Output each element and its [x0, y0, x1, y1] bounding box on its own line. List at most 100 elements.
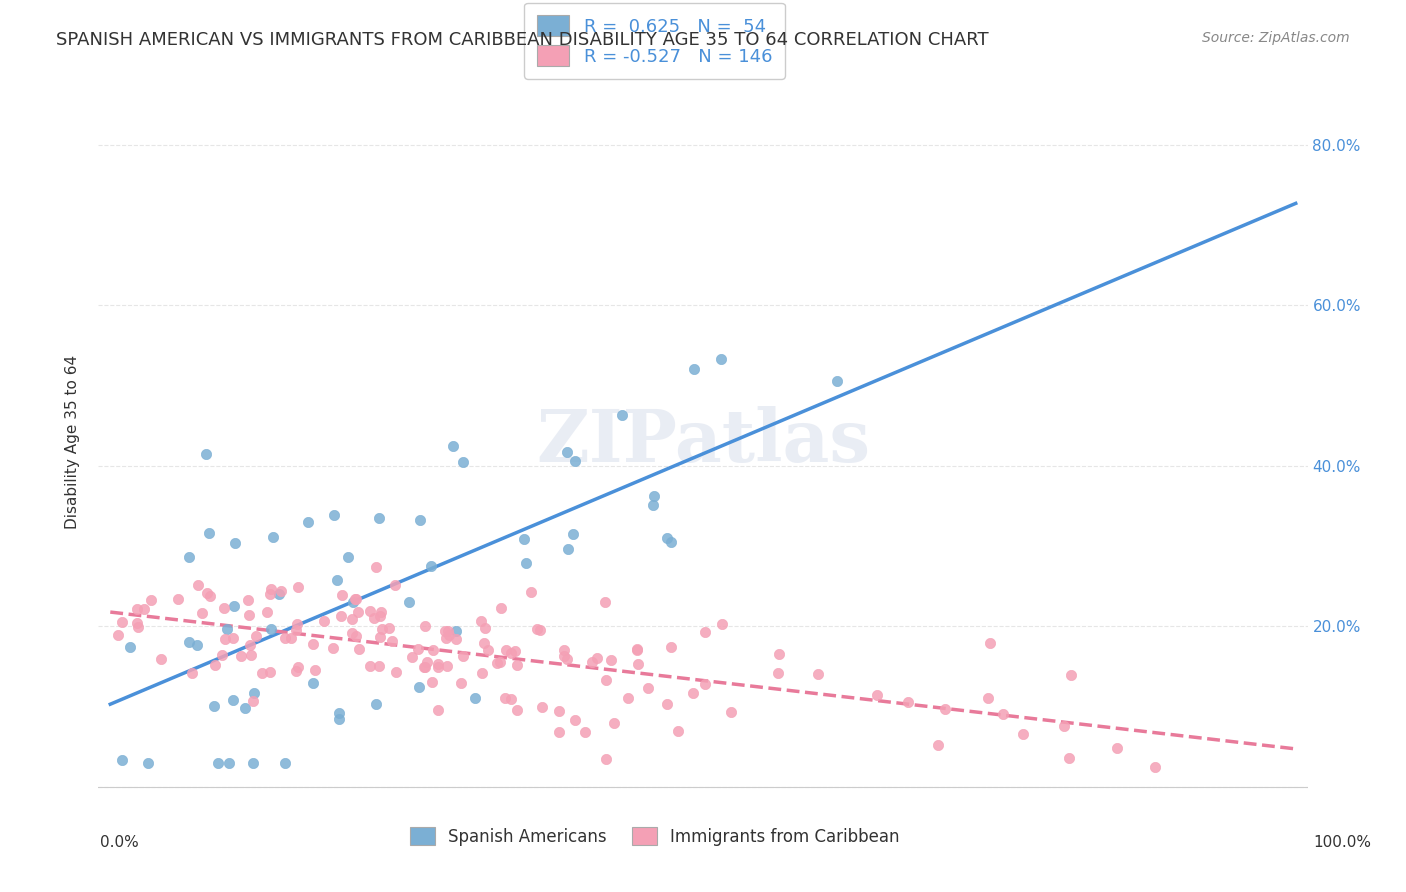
- Point: [436, 659, 458, 673]
- Point: [643, 489, 665, 503]
- Point: [363, 611, 385, 625]
- Point: [434, 624, 457, 639]
- Point: [626, 642, 648, 657]
- Point: [322, 640, 344, 655]
- Point: [485, 657, 508, 671]
- Point: [603, 715, 626, 730]
- Point: [233, 700, 256, 714]
- Point: [384, 578, 406, 592]
- Point: [422, 675, 444, 690]
- Point: [245, 629, 267, 643]
- Point: [420, 559, 443, 574]
- Point: [409, 513, 432, 527]
- Point: [187, 578, 209, 592]
- Point: [323, 508, 346, 523]
- Point: [330, 588, 353, 602]
- Point: [515, 556, 537, 570]
- Point: [214, 600, 236, 615]
- Point: [378, 621, 401, 635]
- Point: [426, 703, 449, 717]
- Point: [141, 593, 163, 607]
- Point: [111, 753, 134, 767]
- Point: [595, 752, 617, 766]
- Point: [807, 666, 830, 681]
- Point: [364, 560, 387, 574]
- Point: [474, 622, 496, 636]
- Point: [328, 706, 350, 721]
- Point: [198, 525, 221, 540]
- Point: [222, 693, 245, 707]
- Point: [422, 643, 444, 657]
- Point: [499, 692, 522, 706]
- Point: [547, 704, 569, 718]
- Point: [472, 636, 495, 650]
- Text: Source: ZipAtlas.com: Source: ZipAtlas.com: [1202, 31, 1350, 45]
- Point: [553, 648, 575, 663]
- Point: [269, 586, 291, 600]
- Text: SPANISH AMERICAN VS IMMIGRANTS FROM CARIBBEAN DISABILITY AGE 35 TO 64 CORRELATIO: SPANISH AMERICAN VS IMMIGRANTS FROM CARI…: [56, 31, 988, 49]
- Point: [166, 591, 188, 606]
- Point: [342, 594, 364, 608]
- Point: [125, 615, 148, 630]
- Point: [451, 648, 474, 663]
- Point: [991, 707, 1014, 722]
- Point: [439, 628, 461, 642]
- Point: [370, 622, 392, 636]
- Point: [562, 526, 585, 541]
- Point: [179, 634, 201, 648]
- Point: [326, 573, 349, 587]
- Point: [557, 542, 579, 557]
- Point: [408, 680, 430, 694]
- Point: [343, 592, 366, 607]
- Point: [1144, 759, 1167, 773]
- Legend: Spanish Americans, Immigrants from Caribbean: Spanish Americans, Immigrants from Carib…: [404, 821, 907, 852]
- Point: [450, 675, 472, 690]
- Point: [259, 665, 281, 679]
- Point: [695, 625, 717, 640]
- Point: [330, 609, 353, 624]
- Point: [682, 686, 704, 700]
- Point: [564, 454, 586, 468]
- Point: [586, 651, 609, 665]
- Point: [274, 756, 297, 770]
- Point: [195, 585, 218, 599]
- Point: [111, 615, 134, 630]
- Point: [301, 676, 323, 690]
- Point: [340, 625, 363, 640]
- Point: [444, 632, 467, 647]
- Point: [626, 643, 648, 657]
- Point: [610, 408, 633, 422]
- Point: [127, 601, 149, 615]
- Point: [413, 619, 436, 633]
- Point: [979, 636, 1001, 650]
- Point: [470, 614, 492, 628]
- Point: [342, 612, 364, 626]
- Point: [720, 705, 742, 719]
- Point: [370, 609, 392, 624]
- Point: [242, 694, 264, 708]
- Point: [138, 756, 160, 770]
- Point: [381, 633, 404, 648]
- Point: [512, 532, 534, 546]
- Point: [593, 595, 616, 609]
- Point: [574, 724, 596, 739]
- Point: [768, 647, 790, 661]
- Point: [347, 605, 370, 619]
- Point: [710, 351, 733, 366]
- Point: [186, 638, 208, 652]
- Point: [202, 698, 225, 713]
- Point: [555, 652, 578, 666]
- Point: [1107, 740, 1129, 755]
- Point: [666, 724, 689, 739]
- Point: [627, 657, 650, 671]
- Point: [359, 658, 381, 673]
- Point: [239, 638, 262, 652]
- Point: [180, 666, 202, 681]
- Point: [659, 640, 682, 655]
- Point: [336, 550, 359, 565]
- Point: [637, 681, 659, 695]
- Point: [149, 652, 172, 666]
- Point: [198, 589, 221, 603]
- Point: [413, 660, 436, 674]
- Point: [683, 361, 706, 376]
